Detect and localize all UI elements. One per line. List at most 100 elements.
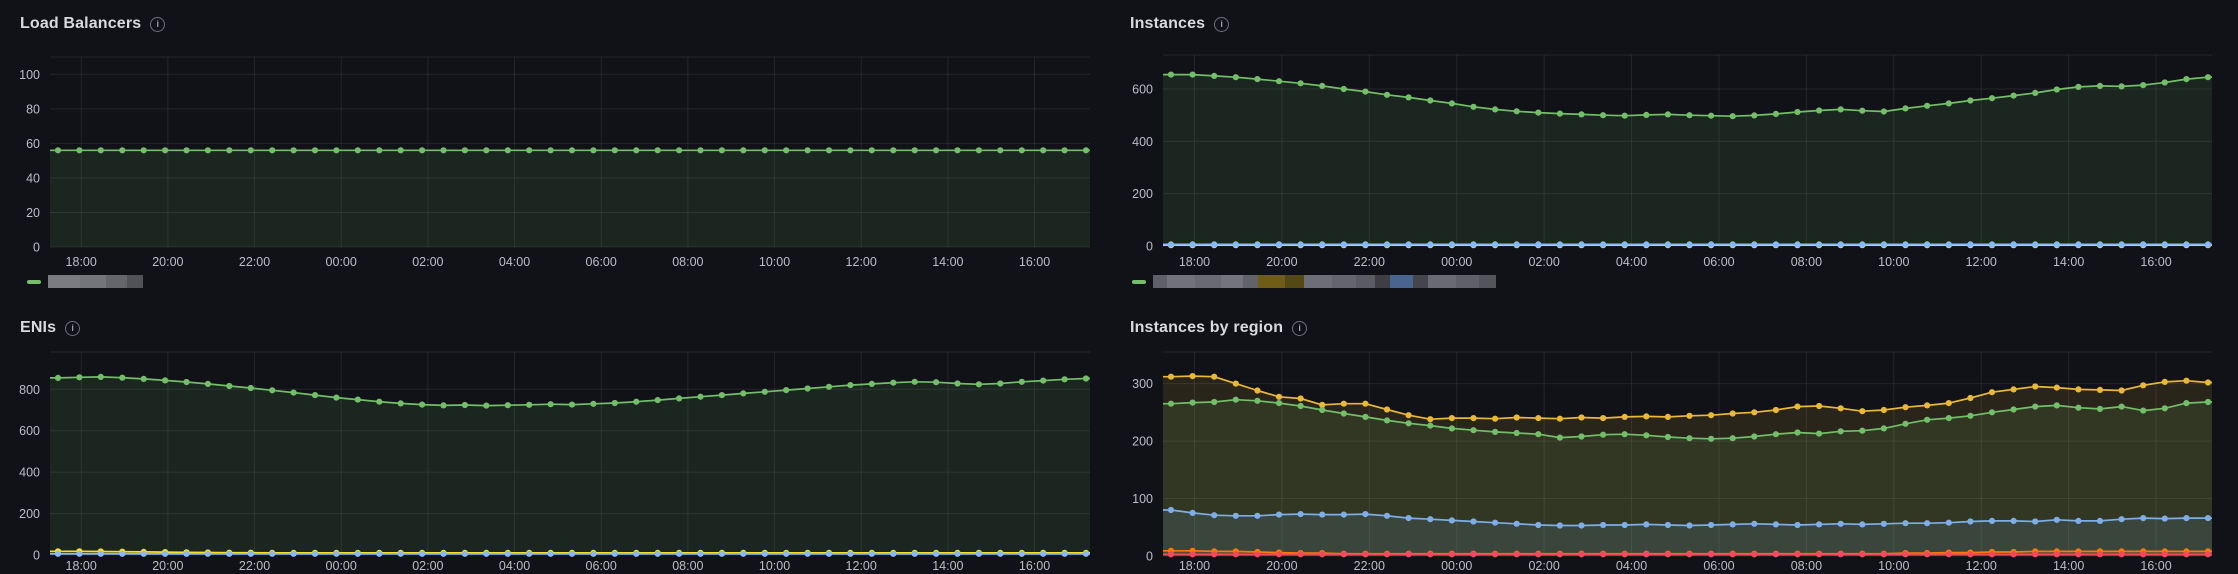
info-icon[interactable]: i xyxy=(1292,320,1308,336)
x-axis-label: 00:00 xyxy=(326,559,357,573)
redacted-segment xyxy=(1356,275,1375,288)
x-axis-label: 08:00 xyxy=(672,559,703,573)
redacted-segment xyxy=(1332,275,1356,288)
x-axis-label: 16:00 xyxy=(2140,255,2171,269)
legend-load-balancers xyxy=(27,275,143,288)
panel-title-enis[interactable]: ENIs xyxy=(20,319,57,336)
y-axis-label: 300 xyxy=(1132,377,1153,391)
x-axis-label: 06:00 xyxy=(1703,559,1734,573)
info-glyph: i xyxy=(156,18,160,29)
panel-header-enis: ENIs i xyxy=(20,319,81,337)
panel-header-instances-by-region: Instances by region i xyxy=(1130,319,1308,337)
x-axis-label: 22:00 xyxy=(1354,255,1385,269)
x-axis-label: 14:00 xyxy=(2053,559,2084,573)
info-icon[interactable]: i xyxy=(1214,16,1230,32)
y-axis-label: 40 xyxy=(26,171,40,185)
x-axis-label: 02:00 xyxy=(1528,255,1559,269)
series-green xyxy=(50,373,1090,555)
x-axis-label: 08:00 xyxy=(1791,255,1822,269)
legend-redacted-label xyxy=(48,275,143,288)
redacted-segment xyxy=(48,275,80,288)
x-axis-label: 04:00 xyxy=(1616,559,1647,573)
y-axis-label: 100 xyxy=(1132,492,1153,506)
redacted-segment xyxy=(1221,275,1243,288)
info-icon[interactable]: i xyxy=(150,16,166,32)
legend-redacted-label xyxy=(1153,275,1496,288)
y-axis-label: 200 xyxy=(1132,187,1153,201)
x-axis-label: 10:00 xyxy=(1878,255,1909,269)
redacted-segment xyxy=(1390,275,1413,288)
redacted-segment xyxy=(1167,275,1195,288)
redacted-segment xyxy=(1304,275,1332,288)
x-axis-label: 12:00 xyxy=(846,559,877,573)
redacted-segment xyxy=(1195,275,1221,288)
panel-header-instances: Instances i xyxy=(1130,15,1230,33)
y-axis-label: 0 xyxy=(1146,240,1153,254)
redacted-segment xyxy=(1456,275,1479,288)
y-axis-label: 20 xyxy=(26,206,40,220)
x-axis-label: 10:00 xyxy=(759,255,790,269)
redacted-segment xyxy=(1375,275,1390,288)
chart-enis[interactable]: 0 200 400 600 800 18:00 20:00 22:00 00:00 02:00 04… xyxy=(19,351,1090,573)
grid xyxy=(50,351,1090,556)
x-axis-label: 14:00 xyxy=(2053,255,2084,269)
y-axis-label: 600 xyxy=(19,424,40,438)
x-axis-label: 06:00 xyxy=(586,255,617,269)
series-blue xyxy=(1163,241,2212,248)
redacted-segment xyxy=(80,275,106,288)
y-axis-label: 80 xyxy=(26,102,40,116)
x-axis-label: 22:00 xyxy=(239,255,270,269)
y-axis-label: 100 xyxy=(19,68,40,82)
redacted-segment xyxy=(1413,275,1428,288)
redacted-segment xyxy=(1153,275,1167,288)
series-blue xyxy=(1163,506,2212,556)
x-axis-label: 02:00 xyxy=(1528,559,1559,573)
info-icon[interactable]: i xyxy=(65,320,81,336)
y-axis-label: 0 xyxy=(33,549,40,563)
redacted-segment xyxy=(1479,275,1496,288)
y-axis-label: 200 xyxy=(19,507,40,521)
redacted-segment xyxy=(106,275,127,288)
x-axis-label: 04:00 xyxy=(1616,255,1647,269)
x-axis-label: 16:00 xyxy=(2140,559,2171,573)
redacted-segment xyxy=(1258,275,1285,288)
legend-series-marker[interactable] xyxy=(1132,279,1146,284)
series-green xyxy=(1163,396,2212,556)
redacted-segment xyxy=(1285,275,1304,288)
info-glyph: i xyxy=(71,322,74,333)
panel-title-instances-by-region[interactable]: Instances by region xyxy=(1130,319,1284,336)
y-axis-label: 200 xyxy=(1132,435,1153,449)
x-axis-label: 16:00 xyxy=(1019,255,1050,269)
chart-load-balancers[interactable]: 0 20 40 60 80 100 18:00 20:00 22:00 00:00 02:00 04:… xyxy=(19,56,1090,269)
panel-title-load-balancers[interactable]: Load Balancers xyxy=(20,15,142,32)
y-axis-label: 800 xyxy=(19,383,40,397)
x-axis-label: 18:00 xyxy=(66,559,97,573)
x-axis-label: 00:00 xyxy=(326,255,357,269)
y-axis-label: 0 xyxy=(1146,550,1153,564)
series-red xyxy=(1163,551,2212,558)
series-yellow xyxy=(1163,373,2212,556)
legend-instances xyxy=(1132,275,1496,288)
x-axis-label: 12:00 xyxy=(846,255,877,269)
x-axis-label: 08:00 xyxy=(672,255,703,269)
x-axis-label: 06:00 xyxy=(1703,255,1734,269)
x-axis-label: 00:00 xyxy=(1441,255,1472,269)
x-axis-label: 18:00 xyxy=(66,255,97,269)
y-axis-label: 400 xyxy=(1132,135,1153,149)
panel-title-instances[interactable]: Instances xyxy=(1130,15,1206,32)
x-axis-label: 22:00 xyxy=(239,559,270,573)
info-glyph: i xyxy=(1220,18,1223,29)
x-axis-label: 10:00 xyxy=(1878,559,1909,573)
chart-instances-by-region[interactable]: 0 100 200 300 18:00 20:00 22:00 00:00 02:00 04:00… xyxy=(1132,351,2212,573)
x-axis-label: 20:00 xyxy=(1266,559,1297,573)
panel-header-load-balancers: Load Balancers i xyxy=(20,15,166,33)
chart-instances[interactable]: 0 200 400 600 18:00 20:00 22:00 00:00 02:00 04:00… xyxy=(1132,54,2212,269)
x-axis-label: 18:00 xyxy=(1179,559,1210,573)
x-axis-label: 00:00 xyxy=(1441,559,1472,573)
y-axis-label: 60 xyxy=(26,137,40,151)
legend-series-marker[interactable] xyxy=(27,279,41,284)
x-axis-label: 10:00 xyxy=(759,559,790,573)
x-axis-label: 22:00 xyxy=(1354,559,1385,573)
